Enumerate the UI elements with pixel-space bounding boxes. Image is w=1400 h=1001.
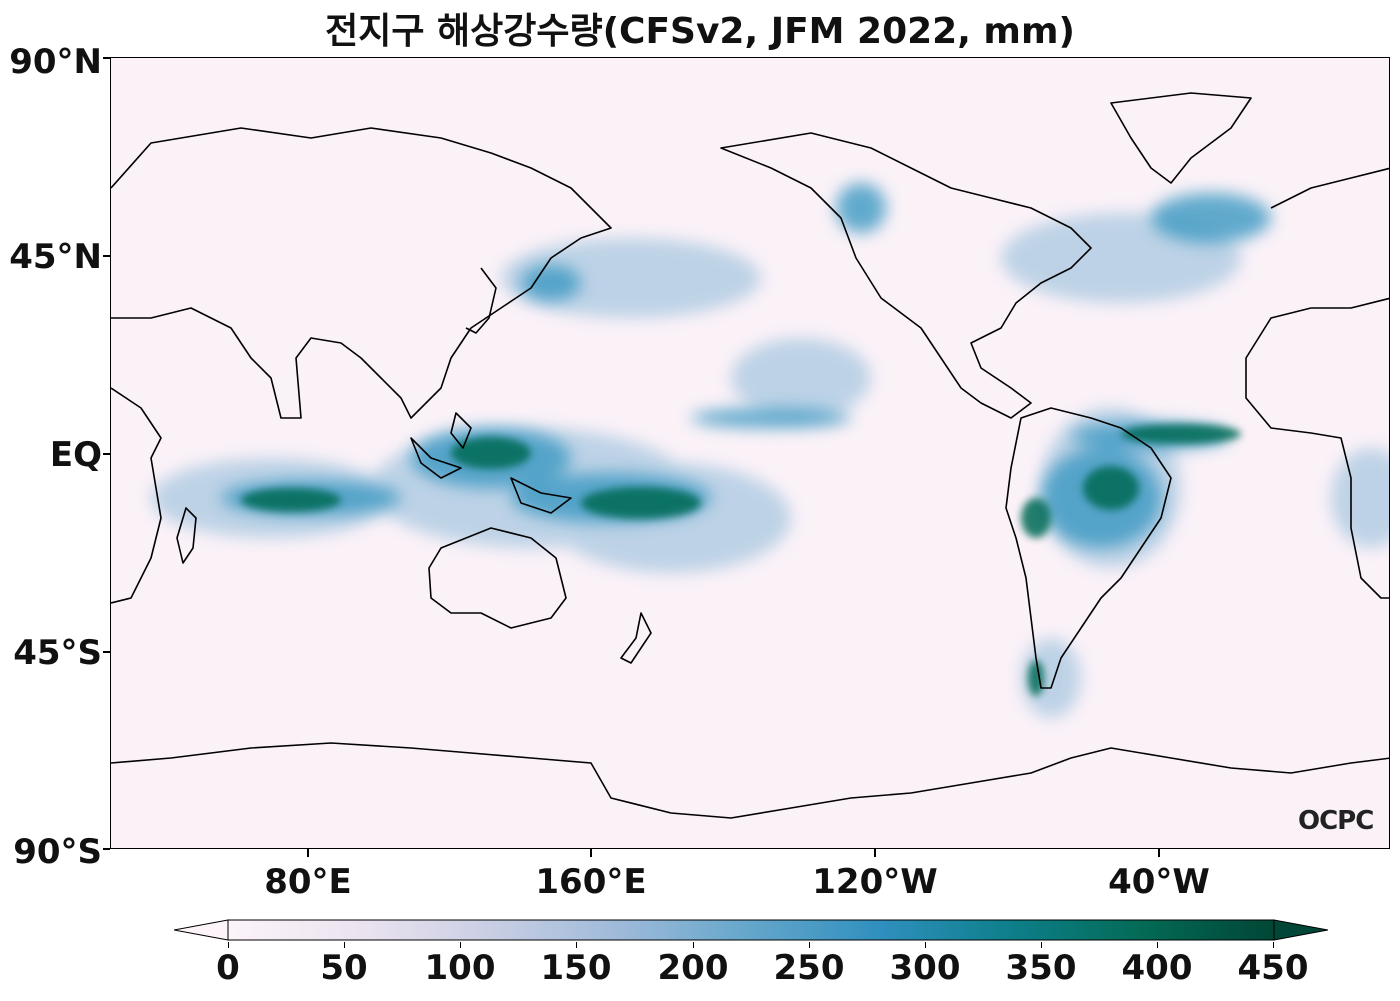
map-panel[interactable] bbox=[110, 57, 1390, 849]
lat-tick-45n bbox=[103, 255, 110, 257]
cb-tick-350 bbox=[1041, 942, 1042, 948]
precipitation-map bbox=[111, 92, 1389, 819]
cb-label-200: 200 bbox=[657, 948, 729, 988]
ocpc-watermark: OCPC bbox=[1298, 806, 1374, 836]
lon-tick-40w bbox=[1158, 849, 1160, 857]
cb-tick-250 bbox=[809, 942, 810, 948]
colorbar bbox=[174, 919, 1328, 941]
cb-label-250: 250 bbox=[773, 948, 845, 988]
cb-label-50: 50 bbox=[320, 948, 368, 988]
cb-label-450: 450 bbox=[1237, 948, 1309, 988]
cb-label-400: 400 bbox=[1121, 948, 1193, 988]
cb-label-100: 100 bbox=[424, 948, 496, 988]
cb-label-150: 150 bbox=[540, 948, 612, 988]
lat-tick-eq bbox=[103, 453, 110, 455]
lat-label-90n: 90°N bbox=[9, 42, 102, 82]
lon-label-160e: 160°E bbox=[535, 862, 647, 902]
lat-tick-90n bbox=[103, 57, 110, 59]
cb-label-0: 0 bbox=[216, 948, 240, 988]
lat-label-90s: 90°S bbox=[13, 832, 102, 872]
map-title: 전지구 해상강수량(CFSv2, JFM 2022, mm) bbox=[325, 11, 1075, 52]
cb-tick-0 bbox=[228, 942, 229, 948]
lat-label-eq: EQ bbox=[49, 435, 102, 475]
lon-label-80e: 80°E bbox=[264, 862, 352, 902]
colorbar-gradient bbox=[227, 919, 1275, 941]
lon-tick-160e bbox=[590, 849, 592, 857]
cb-tick-300 bbox=[925, 942, 926, 948]
cb-tick-100 bbox=[460, 942, 461, 948]
cb-tick-200 bbox=[693, 942, 694, 948]
cb-tick-450 bbox=[1273, 942, 1274, 948]
lon-tick-80e bbox=[307, 849, 309, 857]
lat-tick-45s bbox=[103, 651, 110, 653]
precip-field-light bbox=[151, 213, 1389, 718]
lat-tick-90s bbox=[103, 848, 110, 850]
lon-label-40w: 40°W bbox=[1108, 862, 1210, 902]
lon-tick-120w bbox=[874, 849, 876, 857]
lon-label-120w: 120°W bbox=[812, 862, 938, 902]
colorbar-extend-low bbox=[174, 919, 229, 941]
colorbar-extend-high bbox=[1273, 919, 1328, 941]
precip-field-peak bbox=[241, 424, 1241, 696]
lat-label-45s: 45°S bbox=[13, 633, 102, 673]
cb-tick-50 bbox=[344, 942, 345, 948]
cb-label-300: 300 bbox=[889, 948, 961, 988]
coastlines bbox=[111, 92, 1389, 819]
lat-label-45n: 45°N bbox=[9, 237, 102, 277]
cb-label-350: 350 bbox=[1005, 948, 1077, 988]
cb-tick-400 bbox=[1157, 942, 1158, 948]
cb-tick-150 bbox=[576, 942, 577, 948]
